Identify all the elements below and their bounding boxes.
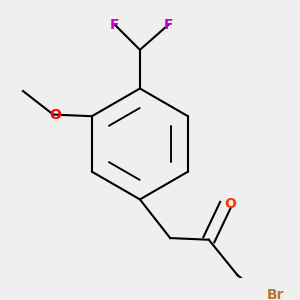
Text: F: F bbox=[164, 18, 173, 32]
Text: Br: Br bbox=[267, 288, 284, 300]
Text: O: O bbox=[49, 107, 61, 122]
Text: F: F bbox=[110, 18, 119, 32]
Text: O: O bbox=[225, 197, 237, 212]
